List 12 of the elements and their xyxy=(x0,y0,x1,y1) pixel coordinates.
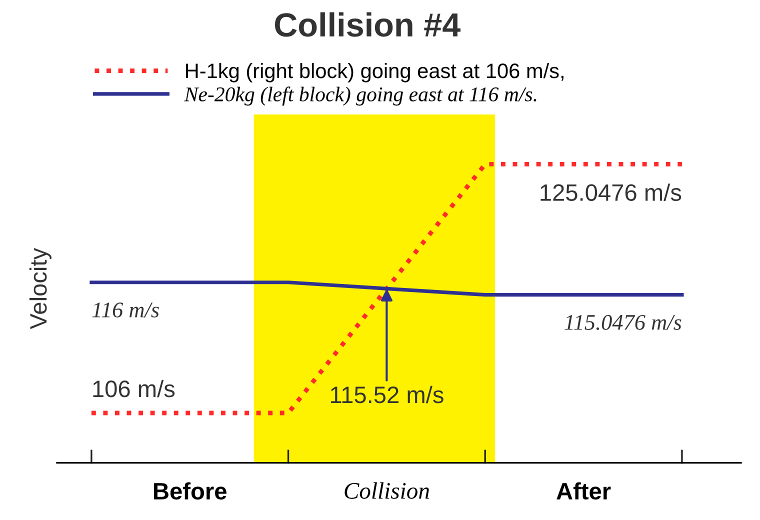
legend-label: H-1kg (right block) going east at 106 m/s, xyxy=(186,62,564,82)
x-tick-label: Before xyxy=(154,482,226,500)
annotation: 115.52 m/s xyxy=(330,386,444,404)
data-label: 115.0476 m/s xyxy=(564,314,682,330)
data-label: 106 m/s xyxy=(93,380,175,398)
y-axis-title: Velocity xyxy=(29,248,52,330)
chart-title: Collision #4 xyxy=(274,12,460,37)
x-tick-label: Collision xyxy=(344,482,430,499)
legend-label: Ne-20kg (left block) going east at 116 m/s. xyxy=(184,86,536,106)
x-tick-label: After xyxy=(556,482,611,500)
data-label: 116 m/s xyxy=(92,302,159,318)
data-label: 125.0476 m/s xyxy=(540,184,682,201)
